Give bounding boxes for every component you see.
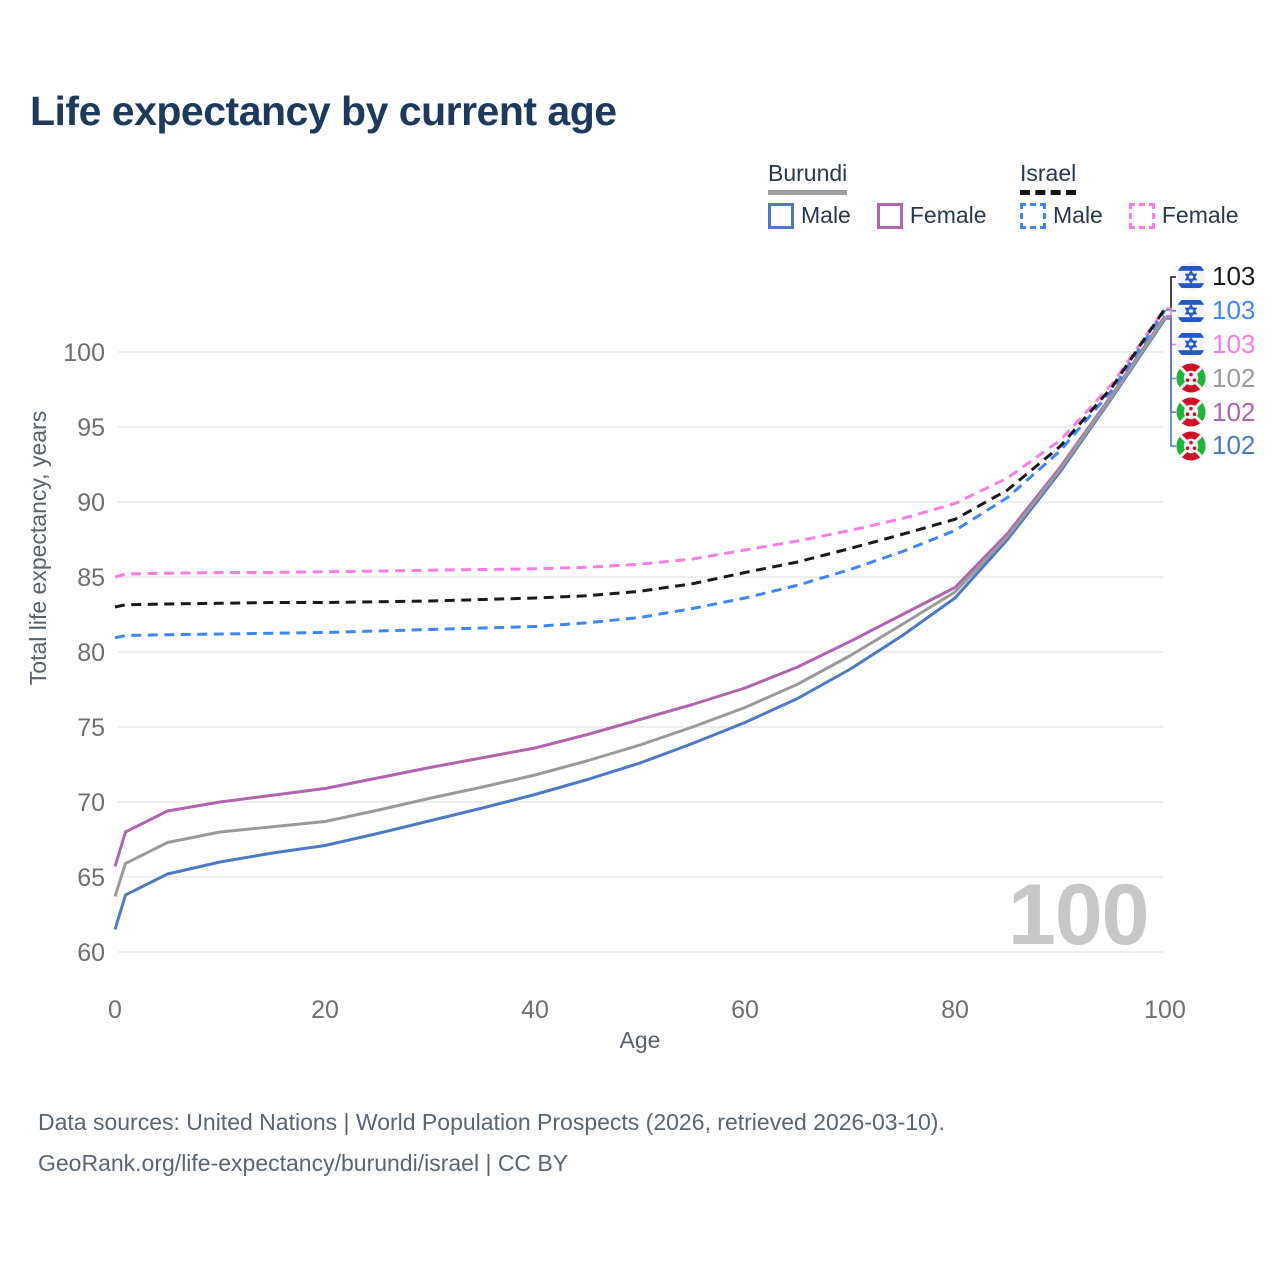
burundi-male-swatch-icon [768,202,794,229]
end-label-row: 102 [1176,361,1255,395]
legend-item-label: Female [909,202,987,228]
israel-male-swatch-icon [1020,202,1046,229]
series-line-israel-female [114,307,1167,579]
end-label-row: 103 [1176,294,1255,328]
legend-country-israel: Israel [1020,160,1077,195]
x-axis-title: Age [620,1027,661,1053]
burundi-female-swatch-icon [876,202,903,229]
end-label-value: 102 [1212,396,1256,427]
israel-flag-icon [1176,329,1206,359]
burundi-flag-icon [1176,431,1206,461]
y-tick-label: 70 [77,789,105,817]
y-tick-label: 65 [77,864,105,892]
series-line-burundi-male [113,318,1167,930]
end-label-value: 102 [1212,430,1256,461]
series-line-burundi-both-sexes [113,316,1167,897]
burundi-flag-icon [1176,363,1206,393]
legend-group-burundi: Burundi Male Female [768,160,987,229]
legend-item-burundi-male: Male [768,202,851,229]
end-label-value: 103 [1212,295,1256,326]
israel-flag-icon [1176,262,1206,292]
y-tick-label: 75 [77,714,105,742]
burundi-flag-icon [1176,397,1206,427]
end-label-value: 103 [1212,261,1256,292]
x-tick-label: 80 [941,996,969,1024]
leader-line [1166,276,1176,310]
end-label-row: 103 [1176,328,1255,362]
legend-item-label: Female [1161,202,1239,228]
series-end-labels: 103 103 103 102 102 102 [1176,260,1255,463]
x-tick-label: 0 [108,996,122,1024]
leader-line [1166,318,1176,447]
x-tick-label: 100 [1144,996,1186,1024]
israel-flag-icon [1176,296,1206,326]
end-label-value: 102 [1212,362,1256,393]
data-sources-line: Data sources: United Nations | World Pop… [38,1109,945,1135]
israel-female-swatch-icon [1128,202,1155,229]
series-line-israel-male [114,309,1167,640]
y-tick-label: 100 [63,339,105,367]
x-tick-label: 20 [311,996,339,1024]
legend-item-label: Male [1053,202,1103,228]
page-title: Life expectancy by current age [30,88,617,134]
legend-item-israel-female: Female [1128,202,1239,229]
x-tick-label: 60 [731,996,759,1024]
y-tick-label: 80 [77,639,105,667]
end-label-row: 103 [1176,260,1255,294]
legend-item-burundi-female: Female [876,202,987,229]
legend-item-label: Male [801,202,851,228]
y-axis-title: Total life expectancy, years [25,411,51,685]
series-line-burundi-female [113,315,1167,867]
attribution-line: GeoRank.org/life-expectancy/burundi/isra… [38,1150,569,1176]
legend-country-burundi: Burundi [768,160,848,195]
age-watermark: 100 [1008,867,1149,963]
y-tick-label: 90 [77,489,105,517]
legend-item-israel-male: Male [1020,202,1103,229]
end-label-row: 102 [1176,395,1255,429]
series-line-israel-both-sexes [114,307,1167,609]
x-tick-label: 40 [521,996,549,1024]
end-label-value: 103 [1212,328,1256,359]
legend-group-israel: Israel Male Female [1020,160,1239,229]
y-tick-label: 60 [77,939,105,967]
y-tick-label: 85 [77,564,105,592]
footer: Data sources: United Nations | World Pop… [38,1102,945,1184]
end-label-row: 102 [1176,429,1255,463]
y-tick-label: 95 [77,414,105,442]
